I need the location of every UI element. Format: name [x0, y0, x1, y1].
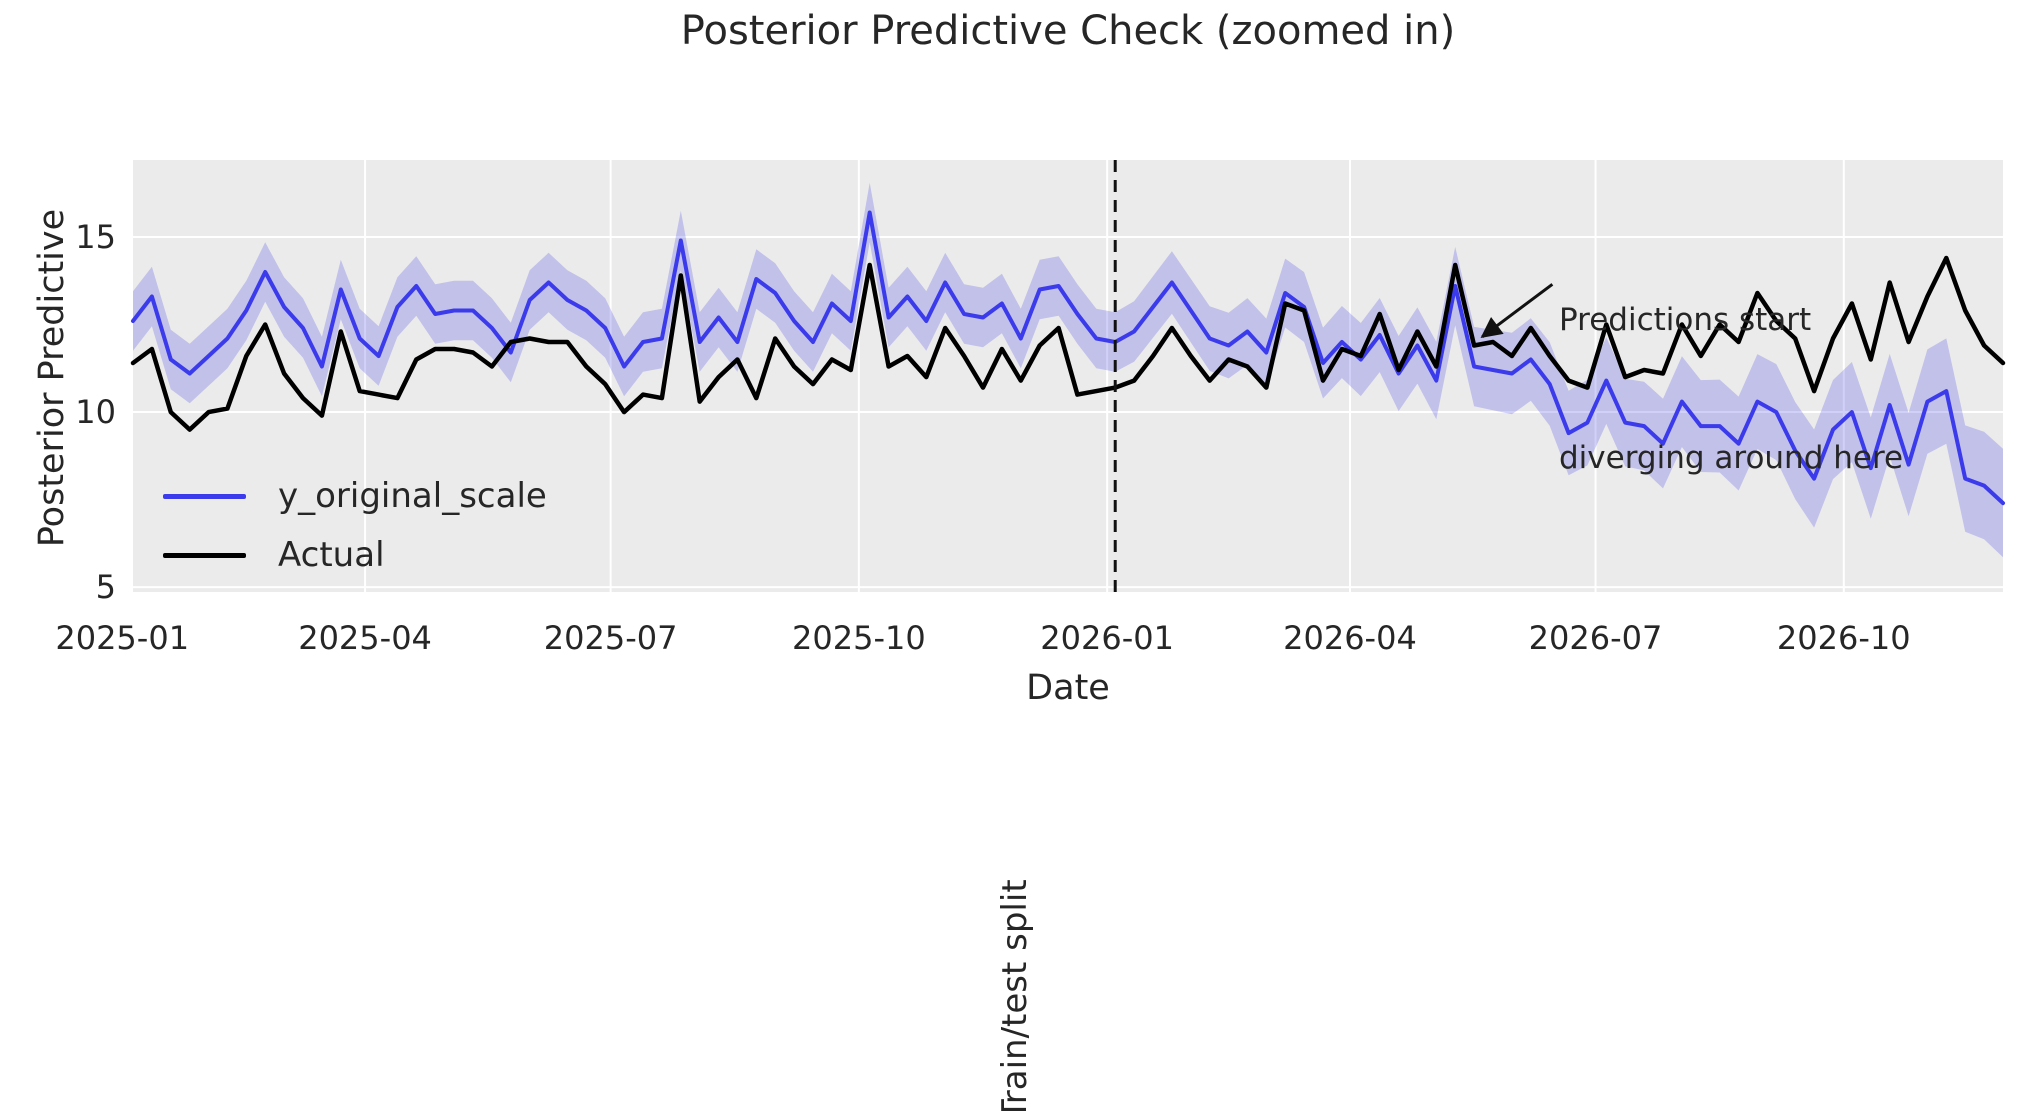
legend-item-actual: Actual — [163, 535, 385, 575]
legend-label-actual: Actual — [278, 535, 385, 575]
x-axis-label: Date — [1026, 668, 1110, 708]
x-tick-label: 2026-01 — [1040, 619, 1174, 657]
y-tick-label: 5 — [95, 568, 116, 607]
plot-background — [133, 160, 2003, 592]
divergence-annotation: Predictions start diverging around here — [1559, 205, 1903, 573]
y-tick-label: 15 — [75, 218, 116, 257]
x-tick-label: 2025-01 — [55, 619, 190, 657]
legend-item-predicted: y_original_scale — [163, 476, 547, 516]
x-tick-label: 2025-10 — [792, 619, 926, 657]
legend-label-predicted: y_original_scale — [278, 476, 547, 516]
actual-line — [130, 255, 2006, 432]
divergence-annotation-line1: Predictions start — [1559, 302, 1812, 338]
x-tick-label: 2026-04 — [1283, 619, 1417, 657]
x-tick-label: 2025-07 — [543, 619, 678, 657]
legend-line-predicted-swatch — [163, 493, 246, 499]
predicted-line — [131, 210, 2005, 506]
uncertainty-band — [133, 182, 2003, 558]
y-tick-label: 10 — [75, 393, 116, 432]
annotation-arrow — [1480, 283, 1554, 339]
legend-line-actual-swatch — [163, 552, 246, 558]
train-test-split-label: Train/test split — [995, 879, 1035, 1111]
x-tick-label: 2026-07 — [1528, 619, 1663, 657]
chart-title: Posterior Predictive Check (zoomed in) — [680, 8, 1456, 54]
divergence-annotation-line2: diverging around here — [1559, 440, 1904, 476]
x-tick-label: 2026-10 — [1776, 619, 1911, 657]
x-tick-label: 2025-04 — [298, 619, 432, 657]
